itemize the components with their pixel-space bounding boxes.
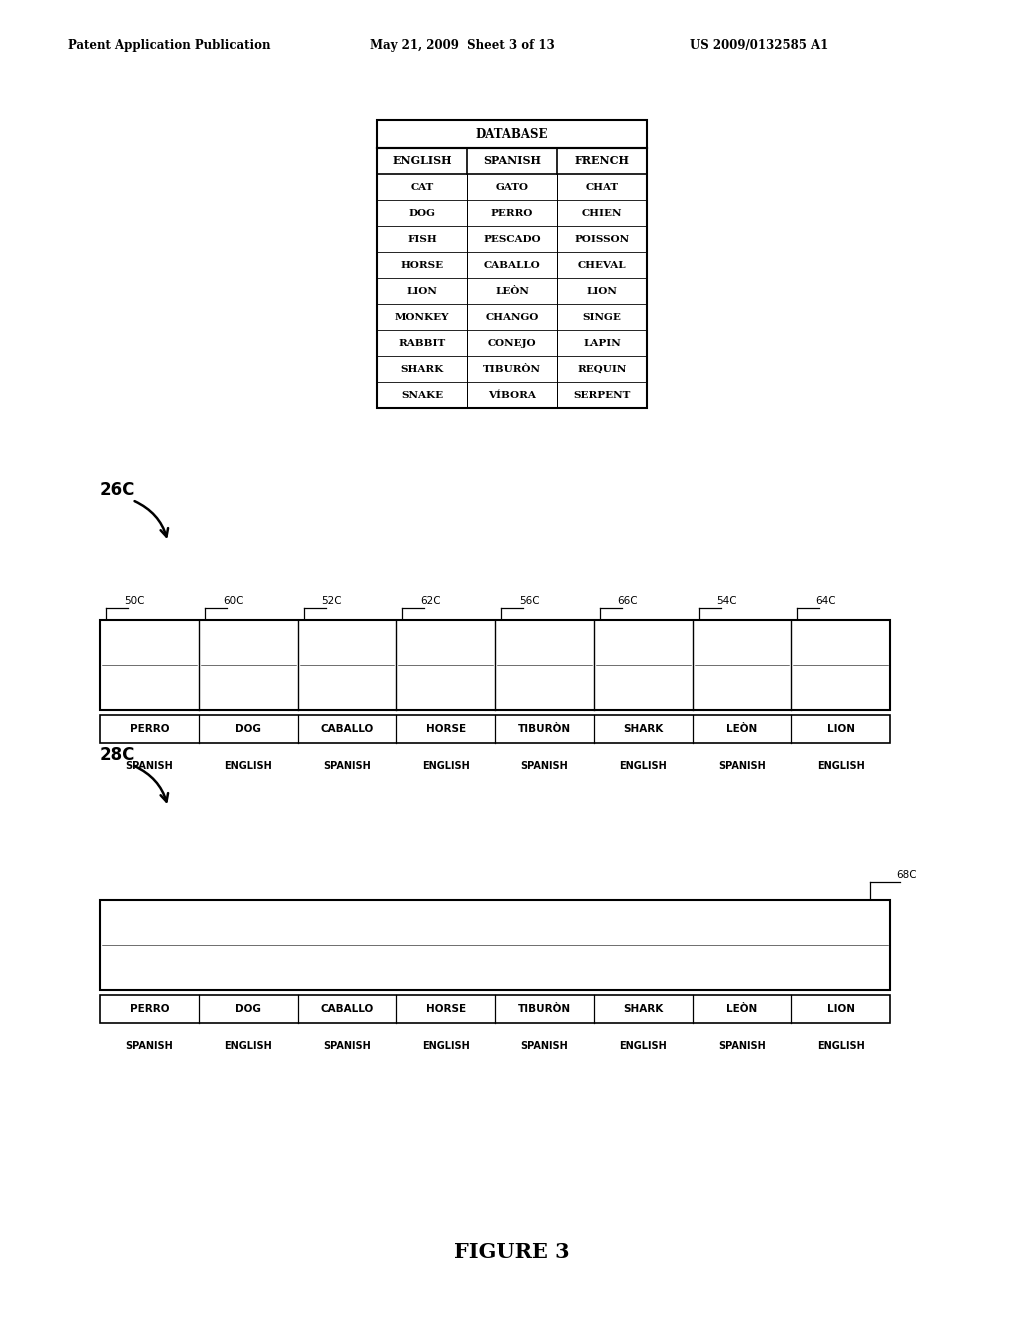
Text: LION: LION — [826, 723, 855, 734]
FancyArrowPatch shape — [134, 502, 168, 537]
Text: LAPIN: LAPIN — [583, 338, 621, 347]
Text: ENGLISH: ENGLISH — [817, 762, 864, 771]
Text: DOG: DOG — [236, 1005, 261, 1014]
Text: ENGLISH: ENGLISH — [422, 762, 469, 771]
Text: ENGLISH: ENGLISH — [620, 1041, 667, 1051]
Text: 50C: 50C — [124, 597, 144, 606]
Text: HORSE: HORSE — [400, 260, 443, 269]
Text: POISSON: POISSON — [574, 235, 630, 243]
Text: HORSE: HORSE — [426, 1005, 466, 1014]
Text: SPANISH: SPANISH — [483, 156, 541, 166]
Text: RABBIT: RABBIT — [398, 338, 445, 347]
Text: CABALLO: CABALLO — [321, 1005, 374, 1014]
Text: CHIEN: CHIEN — [582, 209, 623, 218]
Text: PERRO: PERRO — [490, 209, 534, 218]
Text: TIBURÒN: TIBURÒN — [518, 1005, 571, 1014]
Text: LION: LION — [407, 286, 437, 296]
Bar — [100, 995, 890, 1023]
Text: PERRO: PERRO — [130, 1005, 169, 1014]
Text: SHARK: SHARK — [623, 1005, 664, 1014]
Text: US 2009/0132585 A1: US 2009/0132585 A1 — [690, 38, 828, 51]
Text: 64C: 64C — [815, 597, 836, 606]
Text: REQUIN: REQUIN — [578, 364, 627, 374]
Text: SPANISH: SPANISH — [323, 762, 371, 771]
Text: CABALLO: CABALLO — [483, 260, 541, 269]
Text: TIBURÒN: TIBURÒN — [483, 364, 541, 374]
Text: DATABASE: DATABASE — [476, 128, 548, 140]
Text: CONEJO: CONEJO — [487, 338, 537, 347]
Text: Patent Application Publication: Patent Application Publication — [68, 38, 270, 51]
Text: 66C: 66C — [617, 597, 638, 606]
Text: 56C: 56C — [519, 597, 540, 606]
Text: DOG: DOG — [409, 209, 435, 218]
Text: SERPENT: SERPENT — [573, 391, 631, 400]
Text: ENGLISH: ENGLISH — [620, 762, 667, 771]
Text: PERRO: PERRO — [130, 723, 169, 734]
Text: FIGURE 3: FIGURE 3 — [455, 1242, 569, 1262]
Text: 68C: 68C — [896, 870, 916, 880]
Text: 52C: 52C — [322, 597, 342, 606]
Text: ENGLISH: ENGLISH — [224, 1041, 272, 1051]
Text: LEÒN: LEÒN — [726, 723, 758, 734]
Text: TIBURÒN: TIBURÒN — [518, 723, 571, 734]
Text: SHARK: SHARK — [623, 723, 664, 734]
Text: LION: LION — [826, 1005, 855, 1014]
Text: SPANISH: SPANISH — [520, 1041, 568, 1051]
Text: SNAKE: SNAKE — [401, 391, 443, 400]
Text: ENGLISH: ENGLISH — [817, 1041, 864, 1051]
Text: CABALLO: CABALLO — [321, 723, 374, 734]
Text: SPANISH: SPANISH — [718, 1041, 766, 1051]
Text: HORSE: HORSE — [426, 723, 466, 734]
Text: PESCADO: PESCADO — [483, 235, 541, 243]
Text: CHAT: CHAT — [586, 182, 618, 191]
Text: MONKEY: MONKEY — [394, 313, 450, 322]
Text: SPANISH: SPANISH — [323, 1041, 371, 1051]
Bar — [100, 900, 890, 990]
Text: 54C: 54C — [717, 597, 737, 606]
Text: ENGLISH: ENGLISH — [422, 1041, 469, 1051]
FancyArrowPatch shape — [134, 766, 168, 801]
Text: ENGLISH: ENGLISH — [392, 156, 452, 166]
Text: CHANGO: CHANGO — [485, 313, 539, 322]
Text: 62C: 62C — [420, 597, 441, 606]
Text: LION: LION — [587, 286, 617, 296]
Text: SPANISH: SPANISH — [126, 1041, 173, 1051]
Text: SPANISH: SPANISH — [520, 762, 568, 771]
Text: DOG: DOG — [236, 723, 261, 734]
Text: SPANISH: SPANISH — [718, 762, 766, 771]
Text: LEÒN: LEÒN — [726, 1005, 758, 1014]
Text: ENGLISH: ENGLISH — [224, 762, 272, 771]
Text: FRENCH: FRENCH — [574, 156, 630, 166]
Text: FISH: FISH — [408, 235, 437, 243]
Bar — [100, 620, 890, 710]
Text: May 21, 2009  Sheet 3 of 13: May 21, 2009 Sheet 3 of 13 — [370, 38, 555, 51]
Text: SHARK: SHARK — [400, 364, 443, 374]
Text: GATO: GATO — [496, 182, 528, 191]
Text: LEÒN: LEÒN — [495, 286, 529, 296]
Text: SINGE: SINGE — [583, 313, 622, 322]
Text: 60C: 60C — [223, 597, 244, 606]
Bar — [377, 120, 647, 408]
Text: 28C: 28C — [100, 746, 135, 764]
Text: CAT: CAT — [411, 182, 433, 191]
Text: 26C: 26C — [100, 480, 135, 499]
Text: VÍBORA: VÍBORA — [488, 391, 536, 400]
Text: CHEVAL: CHEVAL — [578, 260, 627, 269]
Bar — [100, 715, 890, 743]
Text: SPANISH: SPANISH — [126, 762, 173, 771]
